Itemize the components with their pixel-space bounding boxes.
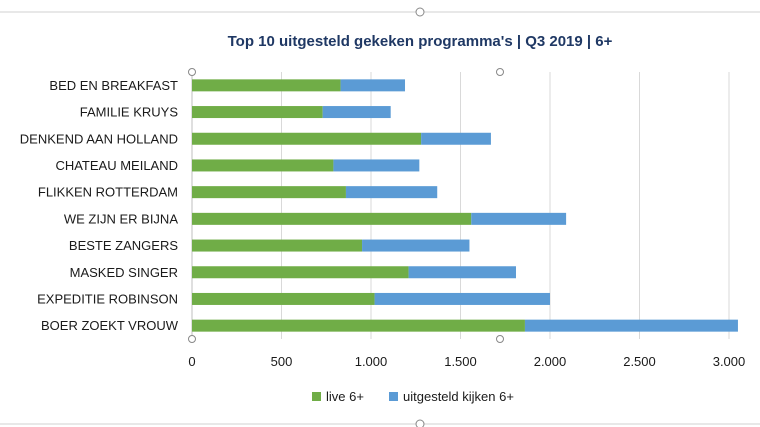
- plot-handle-top-mid[interactable]: [496, 68, 504, 76]
- x-tick-label: 0: [188, 354, 195, 369]
- bar-live[interactable]: [192, 292, 375, 305]
- category-label: EXPEDITIE ROBINSON: [37, 291, 178, 306]
- value-axis: 0 500 1.000 1.500 2.000 2.500 3.000: [188, 354, 745, 369]
- chart-title: Top 10 uitgesteld gekeken programma's | …: [228, 33, 613, 50]
- category-label: DENKEND AAN HOLLAND: [20, 131, 178, 146]
- bar-uitgesteld[interactable]: [471, 212, 567, 225]
- x-tick-label: 3.000: [713, 354, 746, 369]
- bottom-resize-handle[interactable]: [415, 419, 425, 427]
- plot-handle-top-left[interactable]: [188, 68, 196, 76]
- x-tick-label: 2.500: [623, 354, 656, 369]
- category-label: WE ZIJN ER BIJNA: [64, 211, 178, 226]
- x-tick-label: 2.000: [534, 354, 567, 369]
- bar-live[interactable]: [192, 266, 409, 279]
- top-resize-handle[interactable]: [415, 7, 425, 17]
- legend-label-uitgesteld: uitgesteld kijken 6+: [403, 389, 514, 404]
- legend-swatch-live: [312, 392, 321, 401]
- bar-uitgesteld[interactable]: [421, 132, 491, 145]
- category-label: FLIKKEN ROTTERDAM: [38, 185, 178, 200]
- bar-live[interactable]: [192, 319, 525, 332]
- category-axis: BED EN BREAKFAST FAMILIE KRUYS DENKEND AAN…: [20, 78, 179, 333]
- plot-handle-bottom-mid[interactable]: [496, 335, 504, 343]
- category-label: CHATEAU MEILAND: [55, 158, 178, 173]
- category-label: MASKED SINGER: [70, 265, 178, 280]
- x-tick-label: 500: [271, 354, 293, 369]
- bar-live[interactable]: [192, 106, 323, 119]
- bar-uitgesteld[interactable]: [524, 319, 738, 332]
- x-tick-label: 1.500: [444, 354, 477, 369]
- bar-live[interactable]: [192, 79, 341, 92]
- bar-uitgesteld[interactable]: [408, 266, 516, 279]
- category-label: BED EN BREAKFAST: [49, 78, 178, 93]
- bar-uitgesteld[interactable]: [345, 186, 438, 199]
- bar-layer: [192, 79, 738, 332]
- legend-swatch-uitgesteld: [389, 392, 398, 401]
- bar-uitgesteld[interactable]: [340, 79, 406, 92]
- plot-handle-bottom-left[interactable]: [188, 335, 196, 343]
- bar-uitgesteld[interactable]: [322, 106, 391, 119]
- bar-live[interactable]: [192, 212, 472, 225]
- legend-label-live: live 6+: [326, 389, 364, 404]
- bar-live[interactable]: [192, 239, 363, 252]
- x-tick-label: 1.000: [355, 354, 388, 369]
- bar-uitgesteld[interactable]: [374, 292, 550, 305]
- bar-live[interactable]: [192, 159, 334, 172]
- bar-uitgesteld[interactable]: [362, 239, 470, 252]
- category-label: BESTE ZANGERS: [69, 238, 178, 253]
- bar-live[interactable]: [192, 186, 346, 199]
- bar-live[interactable]: [192, 132, 422, 145]
- legend: live 6+ uitgesteld kijken 6+: [312, 389, 514, 404]
- category-label: FAMILIE KRUYS: [80, 105, 179, 120]
- bar-uitgesteld[interactable]: [333, 159, 420, 172]
- category-label: BOER ZOEKT VROUW: [41, 318, 179, 333]
